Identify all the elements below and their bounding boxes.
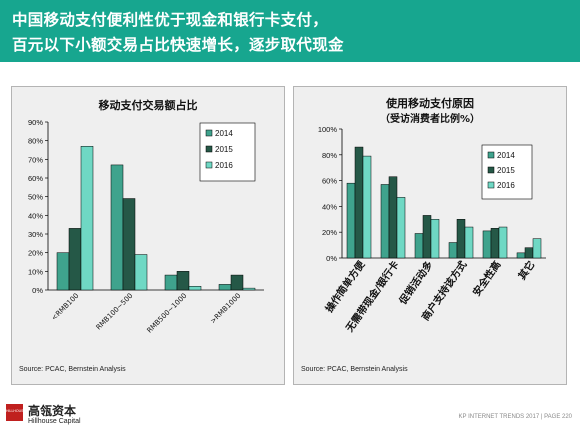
x-category-label: 其它	[515, 258, 537, 282]
legend-swatch-2015	[487, 166, 495, 174]
legend-swatch-2014	[205, 129, 213, 137]
legend-label: 2014	[497, 151, 515, 160]
bar-2015	[388, 176, 398, 259]
y-tick-label: 20%	[322, 228, 337, 237]
bar-2014	[380, 184, 390, 259]
footer-page-info: KP INTERNET TRENDS 2017 | PAGE 220	[458, 414, 573, 420]
bar-2015	[122, 198, 136, 291]
legend-swatch-2016	[487, 181, 495, 189]
x-category-label: 促销活动多	[396, 258, 436, 307]
title-bar: 中国移动支付便利性优于现金和银行卡支付， 百元以下小额交易占比快速增长，逐步取代…	[0, 0, 580, 62]
bar-2014	[164, 274, 178, 291]
x-category-label: 安全性高	[470, 258, 504, 298]
y-tick-label: 0%	[32, 286, 43, 295]
x-category-label: <RMB100	[50, 292, 80, 322]
legend-swatch-2014	[487, 151, 495, 159]
bar-2014	[482, 230, 492, 259]
chart-title: 使用移动支付原因	[385, 96, 474, 110]
bar-2016	[396, 197, 406, 259]
x-category-label: RMB100~500	[95, 292, 135, 332]
bar-2016	[362, 155, 372, 259]
bar-2014	[414, 233, 424, 259]
bar-2015	[176, 271, 190, 291]
x-category-label: >RMB1000	[209, 292, 243, 326]
bar-2015	[490, 228, 500, 259]
bar-2016	[80, 146, 94, 291]
legend-label: 2015	[497, 166, 515, 175]
chart-source-note: Source: PCAC, Bernstein Analysis	[19, 366, 126, 373]
bar-2016	[188, 286, 202, 291]
y-tick-label: 80%	[322, 151, 337, 160]
page-title-line-2: 百元以下小额交易占比快速增长，逐步取代现金	[12, 36, 344, 54]
footer-brand-chinese: 高瓴资本	[28, 404, 77, 418]
y-tick-label: 40%	[28, 211, 43, 220]
bar-2015	[524, 247, 534, 259]
chart-source-note: Source: PCAC, Bernstein Analysis	[301, 366, 408, 373]
bar-2014	[56, 252, 70, 291]
bar-2014	[448, 242, 458, 259]
bar-2016	[242, 287, 256, 291]
bar-2015	[68, 228, 82, 291]
page-title-line-1: 中国移动支付便利性优于现金和银行卡支付，	[12, 11, 329, 29]
chart-title: 移动支付交易额占比	[99, 98, 198, 112]
bar-2016	[134, 254, 148, 291]
y-tick-label: 10%	[28, 267, 43, 276]
chart-usage-reasons: 使用移动支付原因（受访消费者比例%）0%20%40%60%80%100%操作简单…	[318, 96, 546, 335]
bar-2014	[218, 284, 232, 291]
chart-transaction-share: 移动支付交易额占比 0% 10% 20% 30% 40% 50% 60% 70% 80% 90% <R…	[28, 98, 264, 335]
bar-2014	[110, 164, 124, 291]
legend-swatch-2015	[205, 145, 213, 153]
bar-2015	[230, 274, 244, 291]
y-tick-label: 50%	[28, 193, 43, 202]
legend-label: 2015	[215, 145, 233, 154]
legend-label: 2016	[497, 181, 515, 190]
legend-label: 2016	[215, 161, 233, 170]
y-tick-label: 60%	[322, 177, 337, 186]
chart-panel-transaction-share: 移动支付交易额占比 0% 10% 20% 30% 40% 50% 60% 70% 80% 90% <R…	[11, 86, 285, 385]
y-tick-label: 60%	[28, 174, 43, 183]
bar-2015	[354, 146, 364, 259]
bar-2014	[516, 252, 526, 259]
bar-2016	[498, 226, 508, 259]
y-tick-label: 20%	[28, 249, 43, 258]
chart-panel-usage-reasons: 使用移动支付原因 （受访消费者比例%） 0% 20% 40% 60% 80% 100% 操作简单…	[293, 86, 567, 385]
footer-brand-english: Hillhouse Capital	[28, 418, 81, 425]
y-tick-label: 80%	[28, 137, 43, 146]
bar-2016	[464, 226, 474, 259]
chart-subtitle: （受访消费者比例%）	[380, 112, 480, 125]
y-tick-label: 90%	[28, 118, 43, 127]
legend-label: 2014	[215, 129, 233, 138]
y-tick-label: 100%	[318, 125, 338, 134]
bar-2016	[430, 219, 440, 259]
bar-2015	[422, 215, 432, 259]
bar-2016	[532, 238, 542, 259]
x-category-label: RMB500~1000	[145, 292, 188, 335]
y-tick-label: 70%	[28, 155, 43, 164]
hillhouse-logo-icon: HILLHOUSE	[6, 404, 26, 421]
y-tick-label: 40%	[322, 202, 337, 211]
legend-swatch-2016	[205, 161, 213, 169]
logo-text: HILLHOUSE	[6, 409, 26, 413]
y-tick-label: 30%	[28, 230, 43, 239]
bar-2014	[346, 182, 356, 259]
bar-2015	[456, 219, 466, 259]
y-tick-label: 0%	[326, 254, 337, 263]
